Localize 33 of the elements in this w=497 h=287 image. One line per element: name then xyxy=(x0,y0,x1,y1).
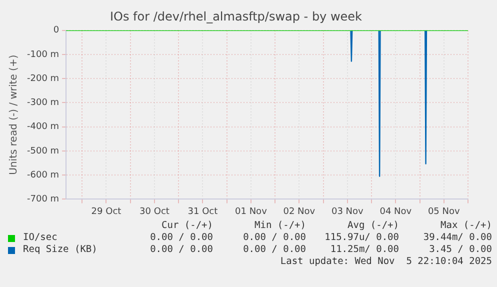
y-tick-label: -300 m xyxy=(26,98,60,108)
text: 3.45 / 0.00 xyxy=(428,244,492,256)
x-tick-label: 05 Nov xyxy=(428,206,460,217)
y-tick-label: -100 m xyxy=(26,50,60,60)
legend-label: IO/sec xyxy=(22,232,58,244)
x-tick-label: 29 Oct xyxy=(91,206,122,217)
y-tick-label: -700 m xyxy=(26,194,60,205)
text: Max (-/+) xyxy=(440,220,492,232)
x-tick-label: 31 Oct xyxy=(188,206,218,217)
text: Min (-/+) xyxy=(254,220,306,232)
y-tick-label: -400 m xyxy=(26,122,60,132)
text: 0.00 / 0.00 xyxy=(242,244,306,256)
y-axis-title: Units read (-) / write (+) xyxy=(8,54,20,175)
text: 0.00 / 0.00 xyxy=(149,244,213,256)
text: 39.44m/ 0.00 xyxy=(422,232,492,244)
x-tick-label: 03 Nov xyxy=(331,206,364,217)
text: 115.97u/ 0.00 xyxy=(324,232,399,244)
y-tick-label: -600 m xyxy=(26,170,60,180)
chart-title: IOs for /dev/rhel_almasftp/swap - by week xyxy=(110,9,362,24)
text: 0.00 / 0.00 xyxy=(149,232,213,244)
text: 11.25m/ 0.00 xyxy=(329,244,399,256)
text: Avg (-/+) xyxy=(346,220,399,232)
text: Cur (-/+) xyxy=(160,220,213,232)
y-tick-label: -200 m xyxy=(26,74,60,84)
text: Last update: Wed Nov 5 22:10:04 2025 xyxy=(279,256,492,268)
x-tick-label: 01 Nov xyxy=(235,206,268,217)
x-tick-label: 30 Oct xyxy=(140,206,170,217)
legend-label: Req Size (KB) xyxy=(22,244,98,256)
y-tick-label: -500 m xyxy=(26,146,60,156)
y-tick-label: 0 xyxy=(53,26,60,36)
x-tick-label: 02 Nov xyxy=(283,206,316,217)
text: 0.00 / 0.00 xyxy=(242,232,306,244)
x-tick-label: 04 Nov xyxy=(380,206,412,217)
